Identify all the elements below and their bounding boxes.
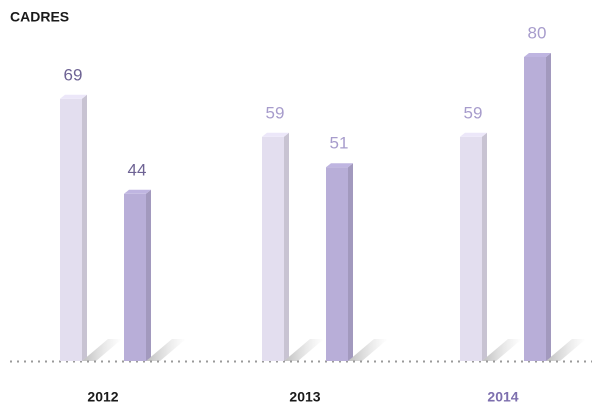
bar-side	[546, 53, 551, 361]
bar-shadow	[348, 339, 388, 361]
bar	[124, 189, 151, 361]
x-tick-label: 2014	[487, 389, 518, 405]
bar	[262, 132, 289, 361]
value-label: 44	[128, 160, 147, 179]
bar-side	[482, 132, 487, 361]
bar-front	[460, 136, 482, 361]
bar	[460, 132, 487, 361]
bar-front	[262, 136, 284, 361]
bar	[524, 53, 551, 361]
bar-side	[348, 163, 353, 361]
value-label: 51	[330, 134, 349, 153]
bar-top	[262, 132, 289, 137]
value-label: 69	[64, 65, 83, 84]
x-tick-label: 2013	[289, 389, 320, 405]
bar-top	[326, 163, 353, 168]
bar-side	[284, 132, 289, 361]
bar-front	[124, 193, 146, 361]
bar-top	[460, 132, 487, 137]
bar	[60, 94, 87, 362]
bar-shadow	[146, 339, 186, 361]
bar-top	[524, 53, 551, 57]
bar-front	[60, 98, 82, 362]
x-tick-label: 2012	[87, 389, 118, 405]
bar-shadow	[284, 339, 324, 361]
value-label: 59	[464, 103, 483, 122]
bar-front	[524, 57, 546, 361]
bar	[326, 163, 353, 361]
bar-top	[124, 189, 151, 194]
chart-title: CADRES	[10, 9, 69, 25]
value-label: 80	[528, 23, 547, 42]
bar-shadow	[546, 339, 586, 361]
bar-front	[326, 167, 348, 361]
bar-top	[60, 94, 87, 99]
bar-side	[146, 189, 151, 361]
bar-shadow	[82, 339, 122, 361]
bar-side	[82, 94, 87, 362]
bar-shadow	[482, 339, 522, 361]
value-label: 59	[266, 103, 285, 122]
